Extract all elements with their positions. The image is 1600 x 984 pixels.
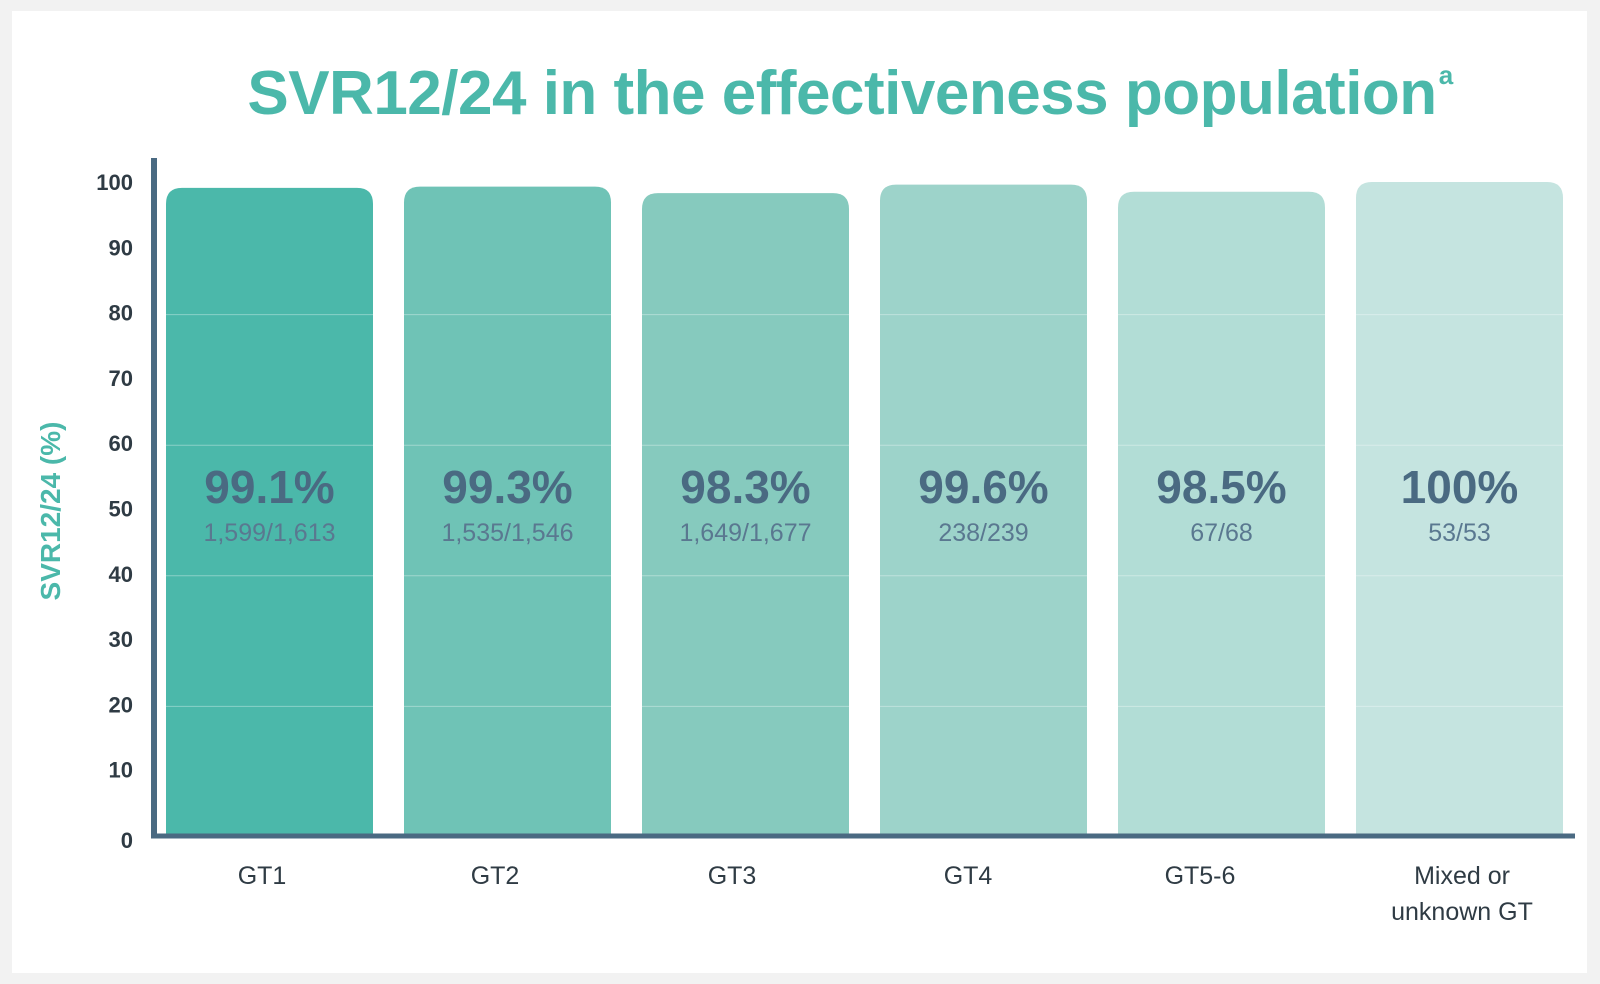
data-label-6: 100%: [1401, 461, 1519, 513]
data-label-3: 98.3%: [680, 461, 810, 513]
chart-title: SVR12/24 in the effectiveness population…: [0, 58, 1600, 129]
bar-gt3: [642, 193, 849, 835]
x-tick-gt2: GT2: [471, 862, 520, 890]
x-category-labels: GT1 GT2 GT3 GT4 GT5-6 Mixed or unknown GT: [238, 862, 1533, 926]
title-superscript: a: [1438, 60, 1453, 90]
data-label-4: 99.6%: [918, 461, 1048, 513]
y-tick-30: 30: [109, 627, 133, 652]
fraction-label-1: 1,599/1,613: [203, 519, 335, 547]
y-tick-100: 100: [96, 170, 133, 195]
fraction-label-4: 238/239: [938, 519, 1028, 547]
data-label-5: 98.5%: [1156, 461, 1286, 513]
data-label-1: 99.1%: [204, 461, 334, 513]
data-label-2: 99.3%: [442, 461, 572, 513]
x-tick-gt5-6: GT5-6: [1165, 862, 1236, 890]
fraction-label-5: 67/68: [1190, 519, 1253, 547]
bar-gt4: [880, 184, 1087, 835]
fraction-label-6: 53/53: [1428, 519, 1491, 547]
y-tick-90: 90: [109, 235, 133, 260]
fraction-label-2: 1,535/1,546: [441, 519, 573, 547]
x-tick-gt3: GT3: [708, 862, 757, 890]
bar-gt2: [404, 186, 611, 836]
y-axis-label: SVR12/24 (%): [35, 422, 66, 601]
y-tick-10: 10: [109, 758, 133, 783]
axes: [151, 158, 1575, 839]
bars: [166, 182, 1563, 836]
y-tick-40: 40: [109, 562, 133, 587]
bar-data-labels: 99.1% 1,599/1,613 99.3% 1,535/1,546 98.3% 1,6…: [203, 461, 1518, 547]
y-tick-50: 50: [109, 497, 133, 522]
y-tick-80: 80: [109, 301, 133, 326]
bar-gt5-6: [1118, 191, 1325, 836]
y-tick-labels: 0 10 20 30 40 50 60 70 80 90 100: [96, 170, 133, 853]
gridlines: [166, 314, 1563, 707]
fraction-label-3: 1,649/1,677: [679, 519, 811, 547]
y-tick-70: 70: [109, 366, 133, 391]
x-tick-gt4: GT4: [944, 862, 993, 890]
y-tick-60: 60: [109, 431, 133, 456]
x-tick-mixed-or-unknown-gt: Mixed or unknown GT: [1391, 862, 1533, 926]
y-tick-0: 0: [121, 828, 133, 853]
bar-mixed-or-unknown-gt: [1356, 182, 1563, 835]
chart-title-text: SVR12/24 in the effectiveness population: [247, 59, 1437, 128]
x-tick-gt1: GT1: [238, 862, 287, 890]
y-tick-20: 20: [109, 692, 133, 717]
bar-gt1: [166, 187, 373, 835]
